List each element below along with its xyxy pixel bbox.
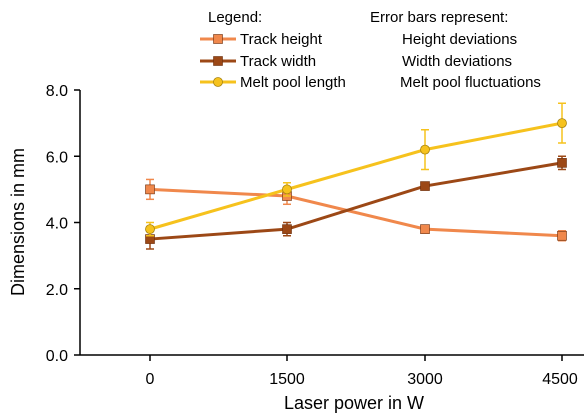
y-tick-label: 0.0 bbox=[46, 348, 68, 365]
y-tick-label: 6.0 bbox=[46, 149, 68, 166]
x-axis-label: Laser power in W bbox=[284, 393, 424, 413]
data-point bbox=[420, 181, 430, 191]
y-axis-label: Dimensions in mm bbox=[8, 148, 28, 296]
data-point bbox=[557, 230, 567, 241]
legend: Legend: Error bars represent: Track heig… bbox=[200, 9, 541, 91]
data-point bbox=[282, 224, 292, 234]
series-group bbox=[145, 102, 567, 250]
legend-item: Track width Width deviations bbox=[200, 53, 512, 70]
series-line bbox=[149, 187, 563, 238]
legend-label: Melt pool length bbox=[240, 74, 346, 91]
data-point bbox=[420, 144, 430, 155]
series-melt-pool-length bbox=[145, 102, 567, 237]
series-line bbox=[149, 121, 563, 231]
error-bar-description: Height deviations bbox=[402, 31, 517, 48]
legend-label: Track height bbox=[240, 31, 323, 48]
y-tick-label: 2.0 bbox=[46, 282, 68, 299]
y-tick-label: 4.0 bbox=[46, 216, 68, 233]
x-tick-label: 1500 bbox=[269, 371, 305, 388]
series-line bbox=[149, 161, 563, 241]
error-bars-title: Error bars represent: bbox=[370, 9, 508, 26]
y-tick-group: 0.0 2.0 4.0 6.0 8.0 bbox=[46, 83, 80, 365]
x-tick-label: 4500 bbox=[542, 371, 578, 388]
series-track-height bbox=[145, 178, 567, 242]
error-bar-description: Width deviations bbox=[402, 53, 512, 70]
data-point bbox=[145, 184, 155, 195]
legend-item: Track height Height deviations bbox=[200, 31, 517, 48]
data-point bbox=[420, 224, 430, 234]
x-tick-group: 0 1500 3000 4500 bbox=[146, 355, 578, 388]
legend-swatch-marker bbox=[213, 77, 223, 87]
error-bar-description: Melt pool fluctuations bbox=[400, 74, 541, 91]
legend-swatch-marker bbox=[213, 34, 223, 44]
legend-label: Track width bbox=[240, 53, 316, 70]
series-track-width bbox=[145, 155, 567, 250]
data-point bbox=[557, 158, 567, 168]
legend-swatch-marker bbox=[213, 56, 223, 66]
data-point bbox=[557, 118, 567, 129]
x-tick-label: 3000 bbox=[407, 371, 443, 388]
y-tick-label: 8.0 bbox=[46, 83, 68, 100]
x-tick-label: 0 bbox=[146, 371, 155, 388]
legend-title: Legend: bbox=[208, 9, 262, 26]
data-point bbox=[145, 224, 155, 235]
legend-item: Melt pool length Melt pool fluctuations bbox=[200, 74, 541, 91]
data-point bbox=[282, 184, 292, 195]
